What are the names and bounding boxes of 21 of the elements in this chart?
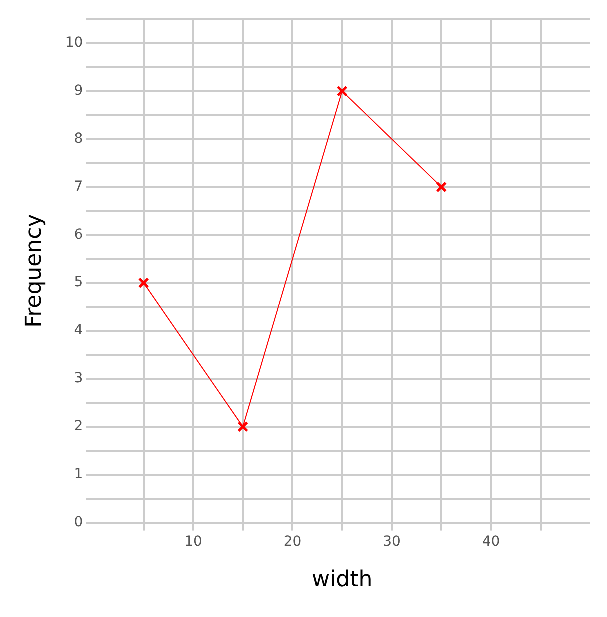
y-tick-label: 3: [74, 370, 84, 387]
y-tick-label: 6: [74, 226, 84, 243]
point: [336, 86, 348, 97]
x-tick-label: 10: [184, 534, 202, 550]
x-tick-label: 40: [482, 534, 500, 550]
y-tick-label: 8: [74, 130, 84, 147]
y-tick-label: 4: [74, 322, 84, 339]
y-tick-label: 1: [74, 466, 84, 482]
point: [138, 278, 150, 289]
y-tick-label: 10: [65, 35, 84, 52]
y-axis-title: Frequency: [22, 214, 47, 328]
y-tick-label: 5: [74, 274, 84, 291]
point: [436, 182, 448, 193]
y-tick-label: 9: [74, 82, 84, 99]
x-tick-label: 20: [284, 534, 302, 550]
x-axis-title: width: [312, 568, 373, 593]
y-tick-label: 0: [74, 514, 84, 530]
x-tick-label: 30: [383, 534, 401, 550]
point: [238, 421, 249, 432]
y-tick-label: 2: [74, 418, 84, 435]
y-tick-label: 7: [74, 178, 84, 195]
